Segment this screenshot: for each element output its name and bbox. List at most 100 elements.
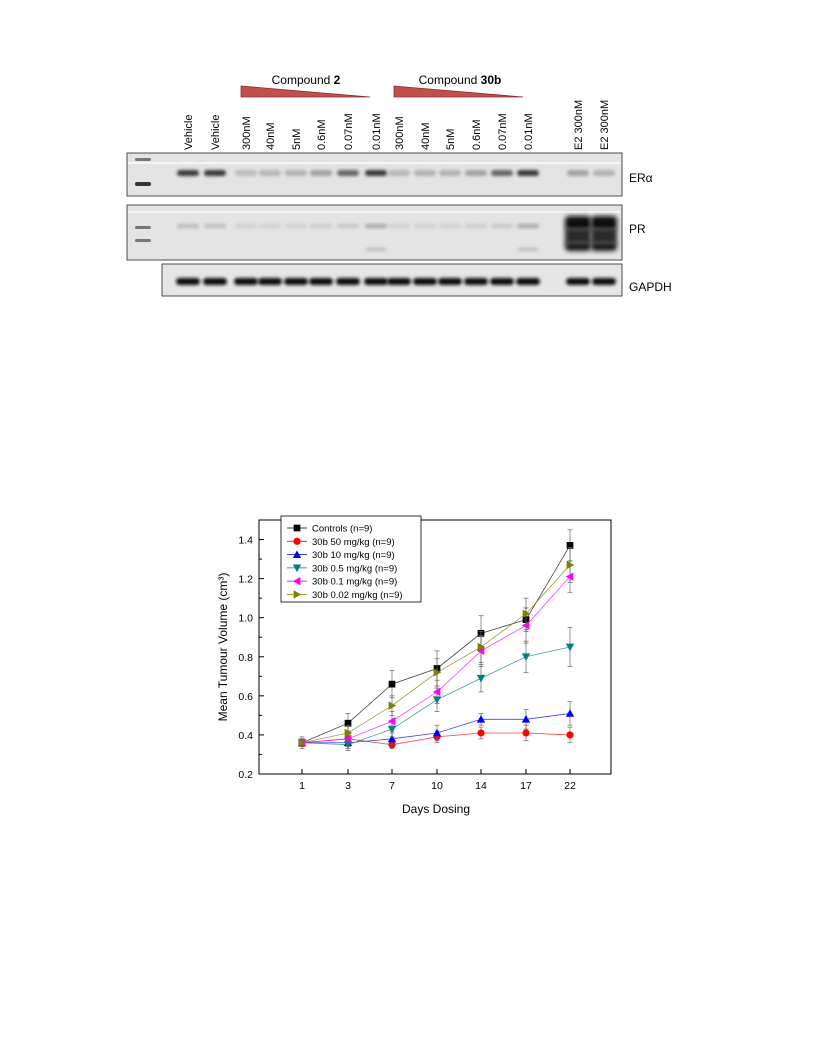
gapdh-band [258, 278, 282, 285]
x-tick-label: 22 [564, 780, 576, 792]
series-group [298, 547, 575, 747]
era-band [337, 170, 359, 176]
era-band [593, 170, 615, 176]
data-point [388, 701, 397, 710]
era-band [567, 170, 589, 176]
series-group [298, 724, 574, 749]
pr-band [565, 228, 591, 244]
data-point [477, 729, 485, 737]
compound-2-label: Compound 2 [272, 73, 341, 87]
legend-marker [292, 564, 302, 573]
era-band [439, 170, 461, 176]
x-tick-label: 1 [299, 780, 305, 792]
y-tick-label: 0.6 [238, 691, 253, 703]
lane-label: 0.01nM [523, 113, 535, 150]
lane-label: 0.07nM [343, 113, 355, 150]
gapdh-band [234, 278, 258, 285]
era-band [388, 170, 410, 176]
pr-band [591, 216, 617, 230]
pr-bands [177, 216, 617, 251]
western-blot-figure: Compound 2 Compound 30b Vehicle Vehicle 30… [126, 73, 672, 297]
era-band [365, 170, 387, 176]
data-point [387, 717, 396, 726]
series-layer [297, 529, 575, 751]
data-point [433, 668, 442, 677]
data-point [565, 709, 575, 717]
legend-label: 30b 0.1 mg/kg (n=9) [312, 577, 397, 588]
pr-band [591, 228, 617, 244]
y-tick-label: 0.8 [238, 652, 253, 664]
lane-label: E2 300nM [599, 100, 611, 150]
gapdh-band [438, 278, 462, 285]
data-point [565, 572, 574, 581]
pr-band [235, 224, 257, 228]
gapdh-band [364, 278, 388, 285]
pr-ladder-band [135, 239, 151, 242]
era-band [285, 170, 307, 176]
gapdh-band [464, 278, 488, 285]
gapdh-band [203, 278, 227, 285]
data-point [522, 609, 531, 618]
lane-label: 0.07nM [497, 113, 509, 150]
era-band [177, 170, 199, 176]
gapdh-band [516, 278, 540, 285]
x-tick-label: 17 [520, 780, 532, 792]
pr-band [388, 224, 410, 228]
x-tick-label: 3 [345, 780, 351, 792]
pr-band [310, 224, 332, 228]
lane-label: 5nM [291, 129, 303, 150]
data-point [432, 687, 441, 697]
lane-label: Vehicle [210, 115, 222, 150]
compound-30b-label: Compound 30b [419, 73, 502, 87]
gapdh-band [490, 278, 514, 285]
legend-marker [292, 550, 302, 558]
lane-label: 40nM [265, 122, 277, 150]
pr-band [518, 248, 538, 251]
legend-label: Controls (n=9) [312, 524, 372, 535]
pr-band [365, 224, 387, 228]
legend-marker [292, 577, 301, 586]
gapdh-blot-panel [161, 263, 623, 297]
x-tick-label: 7 [389, 780, 395, 792]
pr-band [517, 224, 539, 228]
data-point [476, 674, 486, 683]
gapdh-band [176, 278, 200, 285]
lane-label: Vehicle [183, 115, 195, 150]
pr-band [259, 224, 281, 228]
x-axis-label: Days Dosing [402, 802, 470, 816]
lane-label: 300nM [241, 116, 253, 150]
data-point [387, 734, 397, 743]
lane-label: 40nM [420, 122, 432, 150]
compound-2-header: Compound 2 [240, 73, 371, 98]
plot-frame [258, 519, 612, 775]
pr-band [414, 224, 436, 228]
lane-label: 300nM [394, 116, 406, 150]
gapdh-band [387, 278, 411, 285]
gapdh-band [284, 278, 308, 285]
pr-band [565, 242, 591, 251]
pr-band [465, 224, 487, 228]
series-line [301, 646, 571, 746]
gapdh-band [336, 278, 360, 285]
data-point [521, 621, 530, 630]
pr-blot-panel [126, 204, 623, 261]
series-group [297, 701, 575, 749]
pr-band [439, 224, 461, 228]
compound-30b-header: Compound 30b [393, 73, 524, 98]
legend-label: 30b 0.02 mg/kg (n=9) [312, 590, 403, 601]
lane-label: 0.6nM [316, 119, 328, 150]
compound-30b-gradient-wedge [393, 85, 524, 98]
gapdh-band [566, 278, 590, 285]
legend-marker [293, 537, 301, 545]
lane-label: 0.01nM [371, 113, 383, 150]
legend-items: Controls (n=9) 30b 50 mg/kg (n=9) 30b 10 m… [287, 524, 403, 601]
legend-marker [293, 590, 302, 599]
era-band [310, 170, 332, 176]
legend-label: 30b 50 mg/kg (n=9) [312, 537, 395, 548]
legend-marker [293, 524, 301, 532]
pr-band [204, 224, 226, 228]
pr-ladder-band [135, 226, 151, 229]
era-bands [177, 170, 615, 176]
era-band [259, 170, 281, 176]
